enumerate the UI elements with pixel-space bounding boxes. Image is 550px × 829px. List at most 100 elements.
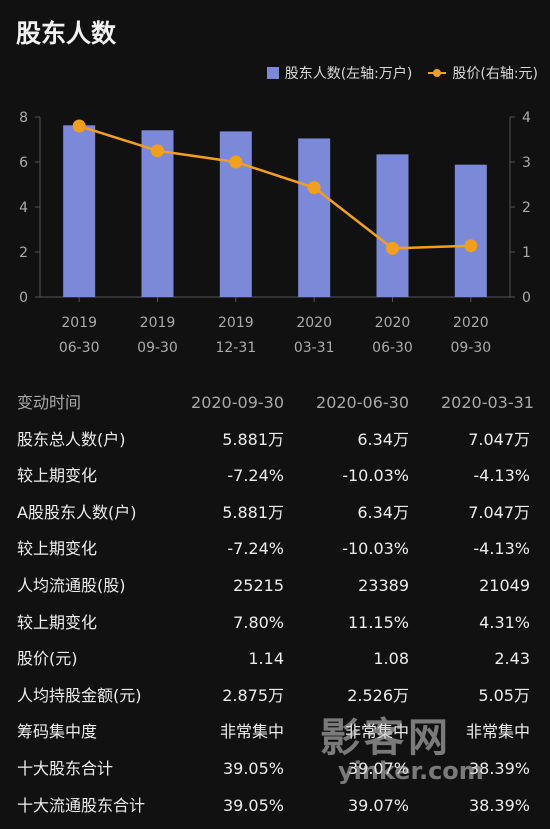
- row-value: 38.39%: [468, 758, 530, 778]
- legend-bar-label: 股东人数(左轴:万户): [284, 66, 413, 82]
- legend-line-swatch: [428, 67, 447, 79]
- legend-item-holders[interactable]: 股东人数(左轴:万户): [266, 63, 413, 83]
- column-3-clip: 7.047万: [423, 495, 550, 532]
- x-tick-label-year: 2019: [140, 315, 176, 331]
- price-point: [386, 241, 399, 255]
- x-tick-label-date: 09-30: [137, 340, 178, 356]
- x-tick-label-year: 2019: [218, 315, 254, 331]
- y-left-tick-label: 2: [19, 245, 28, 261]
- column-3-clip: 38.39%: [423, 751, 550, 788]
- row-value: 25215: [233, 575, 284, 595]
- x-tick-label-year: 2019: [61, 315, 97, 331]
- table-row[interactable]: 十大流通股东合计 39.05% 39.07% 38.39%: [0, 788, 550, 825]
- x-tick-label-year: 2020: [453, 315, 489, 331]
- table-row[interactable]: 较上期变化 -7.24% -10.03% -4.13%: [0, 458, 550, 495]
- header-date: 2020-06-30: [316, 393, 409, 412]
- row-value: 39.05%: [222, 795, 284, 815]
- table-row[interactable]: 较上期变化 -7.24% -10.03% -4.13%: [0, 531, 550, 568]
- row-value: -7.24%: [227, 539, 284, 559]
- price-point: [72, 119, 86, 133]
- row-value: 非常集中: [344, 722, 409, 742]
- header-date: 2020-09-30: [191, 393, 284, 412]
- chart-legend: 股东人数(左轴:万户) 股价(右轴:元): [266, 63, 538, 83]
- column-3-clip: 38.39%: [423, 788, 550, 825]
- column-3-clip: 4.31%: [423, 605, 550, 642]
- table-row[interactable]: 筹码集中度 非常集中 非常集中 非常集中: [0, 714, 550, 751]
- y-right-tick-label: 3: [522, 155, 531, 171]
- row-value: 39.07%: [347, 795, 409, 815]
- row-label: 十大流通股东合计: [17, 795, 146, 815]
- row-label: 股价(元): [17, 649, 78, 669]
- column-3-clip: 5.05万: [423, 678, 550, 715]
- column-3-clip: 2020-03-31: [423, 385, 550, 422]
- table-header-row: 变动时间 2020-09-30 2020-06-30 2020-03-31: [0, 385, 550, 422]
- bar: [454, 164, 487, 297]
- x-tick-label-date: 06-30: [59, 340, 100, 356]
- table-row[interactable]: 股东总人数(户) 5.881万 6.34万 7.047万: [0, 422, 550, 459]
- row-value: -10.03%: [342, 539, 409, 559]
- watermark-url: yinker.com: [338, 757, 484, 785]
- row-label: 较上期变化: [17, 612, 98, 632]
- bar: [141, 130, 174, 297]
- table-row[interactable]: A股股东人数(户) 5.881万 6.34万 7.047万: [0, 495, 550, 532]
- row-value: 21049: [479, 575, 530, 595]
- bar: [63, 125, 96, 297]
- column-3-clip: -4.13%: [423, 531, 550, 568]
- y-right-tick-label: 0: [522, 290, 531, 306]
- bar: [376, 154, 409, 297]
- y-left-tick-label: 6: [19, 155, 28, 171]
- x-tick-label-date: 03-31: [294, 340, 335, 356]
- price-point: [464, 239, 478, 253]
- row-value: 1.08: [373, 649, 409, 669]
- column-3-clip: 2.43: [423, 641, 550, 678]
- row-label: A股股东人数(户): [17, 502, 137, 522]
- row-value: 38.39%: [468, 795, 530, 815]
- row-value: 23389: [358, 575, 409, 595]
- row-value: 39.05%: [222, 758, 284, 778]
- x-tick-label-date: 06-30: [372, 340, 413, 356]
- y-right-tick-label: 4: [522, 110, 531, 126]
- column-3-clip: 非常集中: [423, 714, 550, 751]
- row-value: 11.15%: [347, 612, 409, 632]
- row-value: 7.047万: [468, 429, 530, 449]
- row-value: 5.05万: [478, 685, 530, 705]
- row-label: 人均持股金额(元): [17, 685, 142, 705]
- price-line: [78, 124, 471, 250]
- column-3-clip: 7.047万: [423, 422, 550, 459]
- row-label: 股东总人数(户): [17, 429, 126, 449]
- bar: [298, 138, 331, 297]
- shareholder-table: 变动时间 2020-09-30 2020-06-30 2020-03-31 股东总人数(…: [0, 385, 550, 824]
- shareholder-chart: 0 2 4 6 8 0 1 2 3 4 2019 06-30 2019 09-30 2019 12-31 202…: [19, 110, 531, 356]
- row-value: 4.31%: [479, 612, 530, 632]
- row-value: 2.43: [494, 649, 530, 669]
- header-label: 变动时间: [17, 393, 82, 412]
- row-value: -4.13%: [473, 466, 530, 486]
- table-row[interactable]: 股价(元) 1.14 1.08 2.43: [0, 641, 550, 678]
- price-point: [307, 181, 321, 195]
- table-row[interactable]: 人均流通股(股) 25215 23389 21049: [0, 568, 550, 605]
- row-label: 人均流通股(股): [17, 575, 126, 595]
- column-3-clip: -4.13%: [423, 458, 550, 495]
- y-left-tick-label: 4: [19, 200, 28, 216]
- y-right-tick-label: 1: [522, 245, 531, 261]
- legend-item-price[interactable]: 股价(右轴:元): [428, 63, 538, 83]
- page-title: 股东人数: [16, 19, 117, 48]
- table-row[interactable]: 较上期变化 7.80% 11.15% 4.31%: [0, 605, 550, 642]
- row-label: 较上期变化: [17, 539, 98, 559]
- table-row[interactable]: 人均持股金额(元) 2.875万 2.526万 5.05万: [0, 678, 550, 715]
- column-3-clip: 21049: [423, 568, 550, 605]
- y-left-tick-label: 8: [19, 110, 28, 126]
- row-value: 6.34万: [357, 502, 409, 522]
- legend-bar-swatch: [266, 67, 279, 79]
- row-value: 7.047万: [468, 502, 530, 522]
- x-tick-label-date: 09-30: [450, 340, 491, 356]
- row-label: 较上期变化: [17, 466, 98, 486]
- table-row[interactable]: 十大股东合计 39.05% 39.07% 38.39%: [0, 751, 550, 788]
- price-point: [151, 144, 164, 158]
- price-point: [229, 155, 243, 169]
- y-left-tick-label: 0: [19, 290, 28, 306]
- row-value: 2.526万: [347, 685, 409, 705]
- row-label: 筹码集中度: [17, 722, 98, 742]
- row-value: -7.24%: [227, 466, 284, 486]
- watermark-text: 影客网: [320, 715, 452, 761]
